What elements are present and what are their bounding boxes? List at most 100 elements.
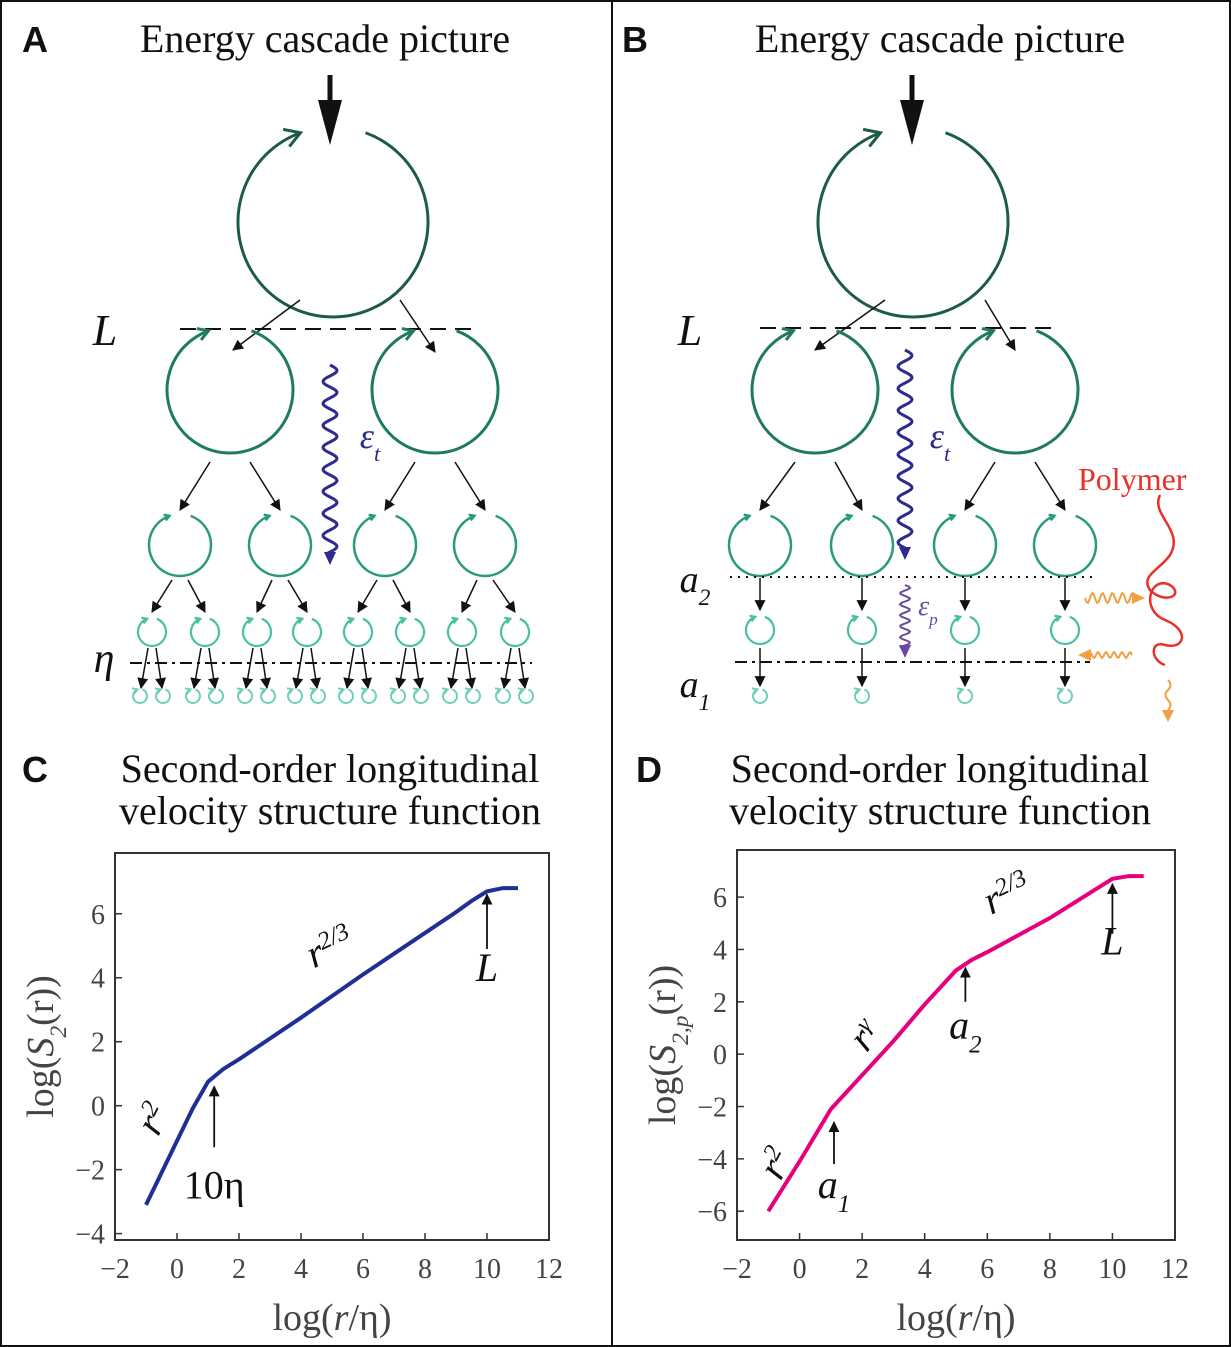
y-tick-label: −2 [75, 1156, 105, 1187]
eddy-arrow [441, 687, 450, 695]
label-part: ε [930, 416, 945, 456]
eddy-arrow [347, 616, 356, 625]
eddy-arrow [282, 127, 304, 148]
x-tick-label: 10 [473, 1254, 501, 1285]
eddy [165, 329, 295, 455]
x-tick-label: 8 [418, 1254, 432, 1285]
eddy [1049, 615, 1081, 646]
wavy-arrow [1084, 591, 1136, 605]
eddy-arrow [207, 687, 216, 695]
x-tick-label: 2 [855, 1254, 869, 1285]
cascade-arrow [984, 299, 1016, 351]
eddy-arrow [504, 616, 513, 625]
cascade-arrow [395, 647, 407, 690]
cascade-arrow [187, 579, 206, 613]
eddy-arrow [286, 687, 295, 695]
plot-box [736, 849, 1176, 1241]
y-tick-label: 6 [713, 883, 727, 914]
label: 10η [184, 1162, 245, 1207]
wavy-head [1162, 710, 1174, 722]
wavy-head [1132, 592, 1145, 604]
x-tick-label: 12 [1161, 1254, 1189, 1285]
cascade-arrow [260, 647, 271, 690]
wavy-arrow [321, 363, 339, 556]
cascade-arrow [392, 579, 411, 613]
label: L [677, 306, 702, 355]
eddy-arrow [259, 687, 268, 695]
label-part: r [334, 1297, 349, 1339]
wavy-head [1078, 649, 1091, 661]
x-tick-label: 0 [793, 1254, 807, 1285]
label-part: t [374, 441, 381, 466]
eddy-arrow [154, 687, 163, 695]
cascade-arrow [292, 647, 304, 690]
cascade-arrow [384, 461, 416, 511]
panel-letter: D [636, 749, 662, 790]
chart-title: Second-order longitudinal [121, 746, 540, 791]
x-tick-label: 2 [232, 1254, 246, 1285]
label-part: a [818, 1162, 838, 1207]
label-part: (r)) [20, 975, 62, 1026]
cascade-arrow [137, 647, 149, 690]
x-tick-label: 10 [1098, 1254, 1126, 1285]
eddy [452, 514, 518, 578]
cascade-arrow [155, 647, 166, 690]
label-part: log( [20, 1057, 62, 1118]
label-part: 2 [46, 1026, 72, 1038]
eddy [950, 329, 1080, 455]
cascade-arrow [208, 647, 219, 690]
wavy-arrow [896, 348, 914, 551]
label-part: /η) [972, 1297, 1015, 1339]
label-part: Polymer [1078, 461, 1187, 497]
eddy-arrow [948, 513, 957, 522]
wavy-head [899, 547, 911, 560]
panel-letter: C [22, 749, 48, 790]
x-tick-label: 6 [356, 1254, 370, 1285]
label-part: ε [360, 416, 375, 456]
label: a1 [680, 664, 711, 716]
data-line [144, 886, 518, 1206]
eddy-arrow [163, 513, 172, 522]
y-tick-label: 0 [713, 1040, 727, 1071]
cascade-arrow [454, 461, 486, 511]
cascade-arrow [447, 647, 459, 690]
cascade-arrow [343, 647, 355, 690]
polymer [1146, 494, 1184, 667]
eddy-arrow [131, 687, 140, 695]
wavy-arrow [898, 584, 912, 649]
y-tick-label: −6 [697, 1197, 727, 1228]
eddy-arrow [956, 687, 965, 695]
label-part: L [1100, 919, 1123, 964]
eddy-arrow [494, 687, 503, 695]
label-part: 1 [838, 1191, 850, 1218]
eddy-arrow [517, 687, 526, 695]
cascade-arrow [461, 579, 478, 613]
eddy-arrow [360, 687, 369, 695]
label-part: log( [642, 1064, 684, 1125]
cascade-arrow [399, 299, 436, 353]
label-part: L [92, 306, 117, 355]
label-part: ε [918, 591, 929, 622]
eddy-arrow [263, 513, 272, 522]
cascade-arrow [834, 461, 863, 511]
x-tick-label: 12 [535, 1254, 563, 1285]
label: Polymer [1078, 461, 1187, 497]
eddy-arrow [1048, 513, 1057, 522]
label-part: p [927, 610, 938, 629]
cascade-arrow [310, 647, 321, 690]
panel-title: Energy cascade picture [755, 16, 1125, 61]
eddy-arrow [196, 327, 212, 341]
cascade-arrow [190, 647, 202, 690]
label-part: /η) [348, 1297, 391, 1339]
x-tick-label: −2 [100, 1254, 130, 1285]
eddy [499, 617, 531, 648]
label: L [92, 306, 117, 355]
cascade-arrow [256, 579, 273, 613]
eddy-arrow [851, 614, 860, 623]
eddy [446, 617, 478, 648]
chart-title: velocity structure function [729, 788, 1151, 833]
cascade-arrow [500, 647, 512, 690]
eddy-arrow [401, 327, 417, 341]
y-tick-label: 4 [713, 935, 727, 966]
